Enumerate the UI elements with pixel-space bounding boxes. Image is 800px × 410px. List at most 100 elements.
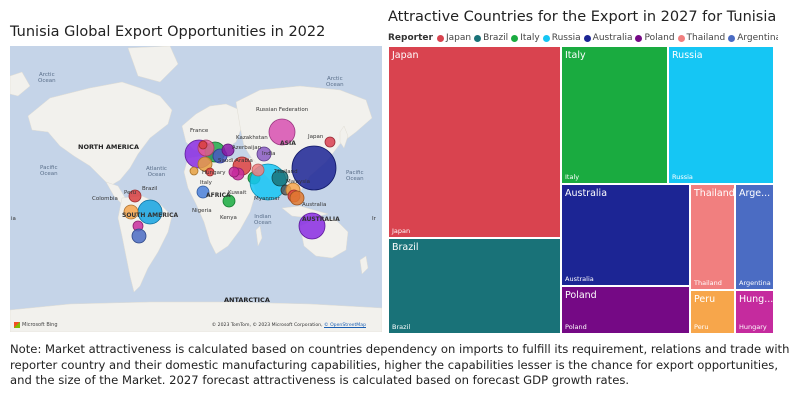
legend-dot (542, 34, 550, 42)
japan-shape (339, 125, 349, 149)
treemap-tile-thailand[interactable]: Thailand Thailand (690, 184, 735, 290)
legend-dot (728, 34, 736, 42)
legend-item[interactable]: Italy (511, 33, 540, 43)
tile-sublabel: Thailand (694, 279, 722, 287)
label-hungary: Hungary (202, 170, 226, 176)
legend-title: Reporter (388, 33, 433, 43)
treemap-tile-peru[interactable]: Peru Peru (690, 290, 735, 334)
label-thailand: Thailand (274, 169, 298, 175)
legend-item[interactable]: Brazil (474, 33, 508, 43)
bubble-argentina (131, 228, 147, 244)
label-arctic-left: Arctic Ocean (38, 72, 56, 84)
label-australia: AUSTRALIA (302, 216, 340, 223)
treemap-tile-italy[interactable]: Italy Italy (561, 46, 668, 184)
legend-dot (436, 34, 444, 42)
bubble-thailand (271, 169, 289, 187)
legend-item[interactable]: Australia (583, 33, 632, 43)
madagascar-shape (255, 225, 263, 247)
treemap-legend: Reporter Japan Brazil Italy Russia Australia… (388, 32, 778, 44)
legend-dot (583, 34, 591, 42)
label-asia: ASIA (280, 140, 296, 147)
bubble-pakistan (251, 163, 265, 177)
bubble-uk (198, 140, 208, 150)
north-america-shape (27, 81, 173, 187)
tile-label: Australia (565, 188, 608, 199)
label-pacific-right: Pacific Ocean (346, 170, 364, 182)
label-pacific-left: Pacific Ocean (40, 165, 58, 177)
openstreetmap-link[interactable]: © OpenStreetMap (324, 323, 366, 328)
tile-label: Peru (694, 294, 716, 305)
attribution-text: © 2023 TomTom, © 2023 Microsoft Corporat… (211, 323, 323, 328)
tile-label: Thailand (694, 188, 735, 199)
legend-dot (635, 34, 643, 42)
tile-sublabel: Japan (392, 227, 411, 235)
legend-item[interactable]: Japan (436, 33, 472, 43)
treemap-tile-argentina[interactable]: Arge... Argentina (735, 184, 774, 290)
tile-label: Arge... (739, 188, 771, 199)
label-malaysia: Malaysia (286, 179, 311, 185)
tile-label: Italy (565, 50, 586, 61)
bubble-australia-west (289, 190, 305, 206)
treemap-tile-russia[interactable]: Russia Russia (668, 46, 774, 184)
bing-label: Microsoft Bing (22, 322, 58, 328)
label-kazakhstan: Kazakhstan (236, 135, 268, 141)
label-indian: Indian Ocean (254, 214, 272, 226)
bubble-japan (324, 136, 336, 148)
tile-sublabel: Poland (565, 323, 587, 331)
label-colombia: Colombia (92, 196, 118, 202)
tile-sublabel: Brazil (392, 323, 411, 331)
treemap-tile-australia[interactable]: Australia Australia (561, 184, 690, 286)
bubble-australia (298, 212, 326, 240)
label-india: India (262, 151, 276, 157)
label-south-america: SOUTH AMERICA (122, 212, 179, 219)
tile-label: Poland (565, 290, 597, 301)
tile-sublabel: Hungary (739, 323, 767, 331)
tile-sublabel: Italy (565, 173, 580, 181)
bubble-poland (221, 143, 235, 157)
legend-item[interactable]: Poland (635, 33, 675, 43)
label-japan: Japan (308, 134, 324, 140)
bubble-algeria (205, 167, 215, 177)
new-zealand-shape (359, 255, 369, 275)
treemap-tile-hungary[interactable]: Hung... Hungary (735, 290, 774, 334)
legend-item[interactable]: Thailand (677, 33, 726, 43)
label-edge-right: Ir (372, 216, 376, 222)
map-attribution: © 2023 TomTom, © 2023 Microsoft Corporat… (212, 323, 366, 328)
far-east-left-shape (10, 71, 31, 97)
bubble-nigeria (196, 185, 210, 199)
treemap-tile-poland[interactable]: Poland Poland (561, 286, 690, 334)
label-russian-federation: Russian Federation (256, 107, 309, 113)
tile-sublabel: Peru (694, 323, 709, 331)
label-myanmar: Myanmar (254, 196, 280, 202)
map-title: Tunisia Global Export Opportunities in 2… (10, 24, 326, 40)
legend-label: Japan (445, 33, 472, 43)
legend-label: Russia (551, 33, 581, 43)
tile-sublabel: Russia (672, 173, 693, 181)
tile-sublabel: Australia (565, 275, 594, 283)
bubble-peru (123, 204, 139, 220)
label-north-america: NORTH AMERICA (78, 143, 139, 151)
legend-label: Thailand (686, 33, 726, 43)
label-antarctica: ANTARCTICA (224, 296, 270, 304)
legend-label: Poland (644, 33, 675, 43)
legend-dot (511, 34, 519, 42)
treemap-tile-brazil[interactable]: Brazil Brazil (388, 238, 561, 334)
legend-item[interactable]: Argentina (728, 33, 778, 43)
label-peru: Peru (124, 190, 137, 196)
treemap-title: Attractive Countries for the Export in 2… (388, 9, 777, 25)
treemap-tile-japan[interactable]: Japan Japan (388, 46, 561, 238)
tile-label: Brazil (392, 242, 419, 253)
label-france: France (190, 128, 209, 134)
world-map-svg (10, 46, 382, 332)
tile-label: Russia (672, 50, 703, 61)
legend-item[interactable]: Russia (542, 33, 581, 43)
label-edge-left: ia (11, 216, 16, 222)
bubble-russia (268, 118, 296, 146)
greenland-shape (127, 46, 179, 83)
tile-sublabel: Argentina (739, 279, 771, 287)
footnote: Note: Market attractiveness is calculate… (10, 342, 790, 387)
microsoft-logo-icon (14, 322, 20, 328)
tile-label: Hung... (739, 294, 774, 305)
bubble-map[interactable]: Arctic Ocean Arctic Ocean NORTH AMERICA Pa… (10, 46, 382, 332)
label-australia-city: Australia (302, 202, 327, 208)
